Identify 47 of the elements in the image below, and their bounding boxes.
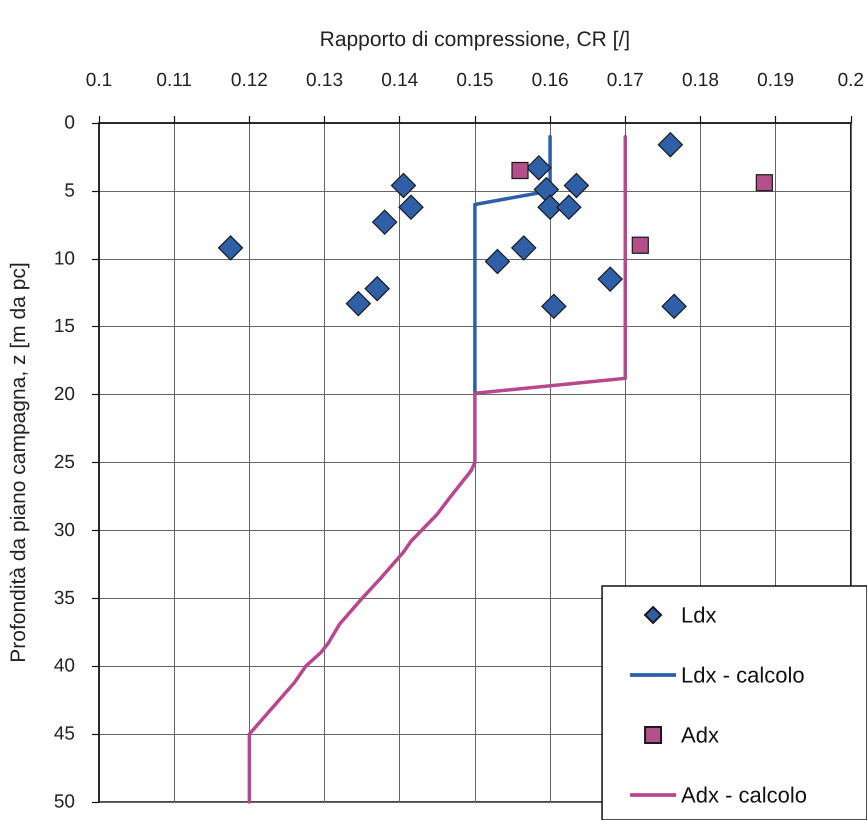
x-tick-label: 0.15 — [456, 70, 494, 91]
y-tick-label: 10 — [54, 248, 75, 270]
y-tick-label: 15 — [54, 316, 75, 338]
point — [556, 194, 582, 220]
x-tick-label: 0.14 — [381, 70, 419, 91]
y-tick-label: 40 — [54, 656, 75, 677]
point — [756, 174, 773, 192]
x-tick-label: 0.18 — [682, 70, 719, 91]
x-tick-label: 0.19 — [757, 70, 794, 91]
y-tick-label: 30 — [54, 520, 75, 541]
x-tick-label: 0.2 — [838, 70, 864, 91]
point — [372, 210, 398, 235]
y-tick-label: 45 — [54, 724, 75, 745]
x-tick-label: 0.13 — [306, 70, 344, 91]
point — [662, 294, 687, 319]
point — [534, 176, 559, 202]
x-tick-label: 0.12 — [230, 70, 268, 91]
point — [658, 132, 683, 158]
y-tick-label: 25 — [54, 452, 75, 473]
x-tick-label: 0.17 — [606, 70, 644, 91]
point — [632, 236, 649, 254]
point — [398, 194, 424, 220]
point — [484, 248, 510, 274]
y-tick-label: 20 — [54, 384, 75, 406]
legend-label: Adx - calcolo — [681, 782, 808, 808]
point — [390, 172, 416, 198]
y-tick-label: 0 — [64, 112, 75, 134]
line-series — [248, 134, 628, 804]
x-axis-title: Rapporto di compressione, CR [/] — [320, 28, 630, 51]
legend-label: Ldx — [681, 602, 717, 628]
point — [598, 266, 623, 292]
legend-label: Adx — [681, 722, 719, 748]
point — [364, 276, 390, 302]
point — [541, 294, 566, 319]
x-tick-label: 0.16 — [532, 70, 569, 91]
point — [511, 162, 529, 180]
y-tick-label: 5 — [64, 180, 75, 202]
y-tick-label: 50 — [54, 792, 75, 812]
point — [346, 291, 371, 316]
point — [218, 235, 244, 261]
y-tick-label: 35 — [54, 588, 75, 609]
x-tick-label: 0.11 — [156, 70, 192, 91]
point — [511, 235, 536, 261]
x-tick-label: 0.1 — [86, 70, 112, 91]
legend-label: Ldx - calcolo — [681, 662, 805, 688]
y-axis-title: Profondità da piano campagna, z [m da pc] — [7, 262, 30, 663]
point — [564, 172, 589, 198]
